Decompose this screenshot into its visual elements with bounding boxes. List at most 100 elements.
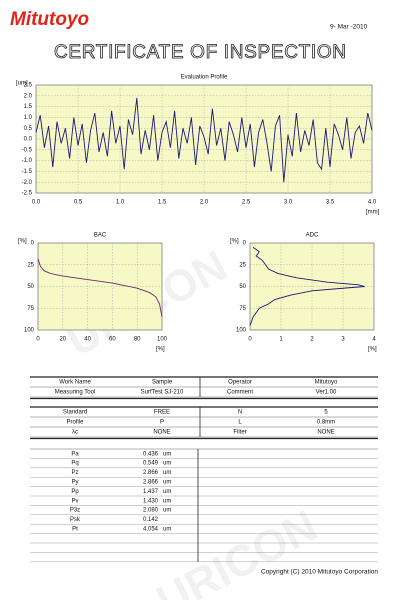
- y-tick-label: 0: [31, 241, 35, 247]
- table-cell: Ver1.00: [316, 390, 337, 396]
- param-value: 0.549: [143, 461, 159, 467]
- param-name: Pq: [71, 461, 78, 467]
- x-tick-label: 40: [84, 337, 91, 343]
- y-tick-label: 1.5: [24, 104, 33, 110]
- y-tick-label: -0.5: [22, 147, 33, 153]
- param-value: 0.142: [143, 517, 159, 523]
- title: CERTIFICATE OF INSPECTION: [54, 42, 346, 63]
- param-name: Psk: [70, 517, 81, 523]
- param-name: Pa: [71, 451, 79, 457]
- table-cell: NONE: [317, 430, 334, 436]
- table-cell: Sample: [152, 380, 173, 386]
- param-unit: um: [163, 461, 171, 467]
- y-tick-label: 25: [27, 262, 34, 268]
- x-unit: [%]: [156, 347, 165, 353]
- y-tick-label: 100: [24, 328, 35, 334]
- y-tick-label: 2.5: [24, 83, 33, 89]
- x-tick-label: 3.0: [284, 200, 293, 206]
- x-tick-label: 100: [157, 337, 168, 343]
- param-unit: um: [163, 508, 171, 514]
- data-line: [249, 246, 365, 326]
- param-unit: um: [163, 489, 171, 495]
- x-unit: [mm]: [366, 210, 380, 216]
- data-line: [35, 97, 373, 183]
- y-tick-label: 50: [27, 284, 34, 290]
- y-tick-label: -1.5: [22, 169, 33, 175]
- param-value: 1.437: [143, 489, 159, 495]
- table-cell: NONE: [153, 430, 170, 436]
- param-name: Py: [71, 479, 78, 485]
- y-tick-label: 75: [239, 306, 246, 312]
- x-tick-label: 1.5: [158, 200, 167, 206]
- param-unit: um: [163, 479, 171, 485]
- table-cell: FREE: [154, 410, 170, 416]
- y-tick-label: 0.5: [24, 126, 33, 132]
- y-tick-label: -2.5: [22, 191, 33, 197]
- chart-title: BAC: [94, 233, 107, 239]
- param-value: 2.866: [143, 479, 159, 485]
- x-tick-label: 2.5: [242, 200, 251, 206]
- param-value: 4.054: [143, 526, 159, 532]
- table-cell: Comment: [227, 390, 253, 396]
- x-tick-label: 1: [279, 337, 283, 343]
- table-cell: N: [238, 410, 242, 416]
- y-tick-label: -1.0: [22, 158, 33, 164]
- param-name: Pz: [71, 470, 78, 476]
- table-cell: Standard: [63, 410, 87, 416]
- table-cell: 5: [324, 410, 328, 416]
- table-cell: λc: [72, 430, 78, 436]
- y-unit: [%]: [230, 239, 239, 245]
- x-tick-label: 20: [59, 337, 66, 343]
- table-cell: P: [160, 420, 164, 426]
- param-name: Pv: [71, 498, 78, 504]
- table-cell: L: [238, 420, 242, 426]
- y-tick-label: 2.0: [24, 93, 33, 99]
- y-tick-label: 1.0: [24, 115, 33, 121]
- chart-title: Evaluation Profile: [181, 75, 228, 81]
- table-cell: Mitutoyo: [315, 380, 338, 386]
- param-name: Pt: [72, 526, 78, 532]
- x-tick-label: 0.0: [32, 200, 41, 206]
- param-unit: um: [163, 498, 171, 504]
- y-tick-label: 0.0: [24, 137, 33, 143]
- date: 9- Mar -2010: [330, 24, 368, 31]
- param-unit: um: [163, 526, 171, 532]
- x-tick-label: 0: [36, 337, 40, 343]
- param-value: 2.866: [143, 470, 159, 476]
- x-tick-label: 0.5: [74, 200, 83, 206]
- x-tick-label: 2.0: [200, 200, 209, 206]
- data-line: [37, 258, 163, 318]
- table-cell: Measuring Tool: [55, 390, 96, 396]
- param-unit: um: [163, 470, 171, 476]
- x-tick-label: 60: [109, 337, 116, 343]
- y-tick-label: 100: [236, 328, 247, 334]
- param-name: Pp: [71, 489, 79, 495]
- table-cell: Profile: [66, 420, 84, 426]
- param-value: 1.430: [143, 498, 159, 504]
- x-tick-label: 2: [310, 337, 314, 343]
- param-value: 0.436: [143, 451, 159, 457]
- y-tick-label: 25: [239, 262, 246, 268]
- param-name: P3z: [70, 508, 80, 514]
- chart-title: ADC: [306, 233, 319, 239]
- logo: Mitutoyo: [10, 9, 89, 30]
- x-unit: [%]: [368, 347, 377, 353]
- y-unit: [%]: [18, 239, 27, 245]
- copyright: Copyright (C) 2010 Mitutoyo Corporation: [261, 569, 378, 576]
- y-tick-label: -2.0: [22, 180, 33, 186]
- param-value: 2.080: [143, 508, 159, 514]
- x-tick-label: 3: [341, 337, 345, 343]
- x-tick-label: 4.0: [368, 200, 377, 206]
- watermark: URICON: [149, 501, 325, 600]
- param-unit: um: [163, 451, 171, 457]
- x-tick-label: 80: [134, 337, 141, 343]
- y-tick-label: 75: [27, 306, 34, 312]
- y-tick-label: 50: [239, 284, 246, 290]
- x-tick-label: 4: [372, 337, 376, 343]
- table-cell: Work Name: [59, 380, 91, 386]
- y-unit: [um]: [16, 81, 28, 87]
- table-cell: 0.8mm: [317, 420, 335, 426]
- x-tick-label: 0: [248, 337, 252, 343]
- table-cell: Operator: [228, 380, 252, 386]
